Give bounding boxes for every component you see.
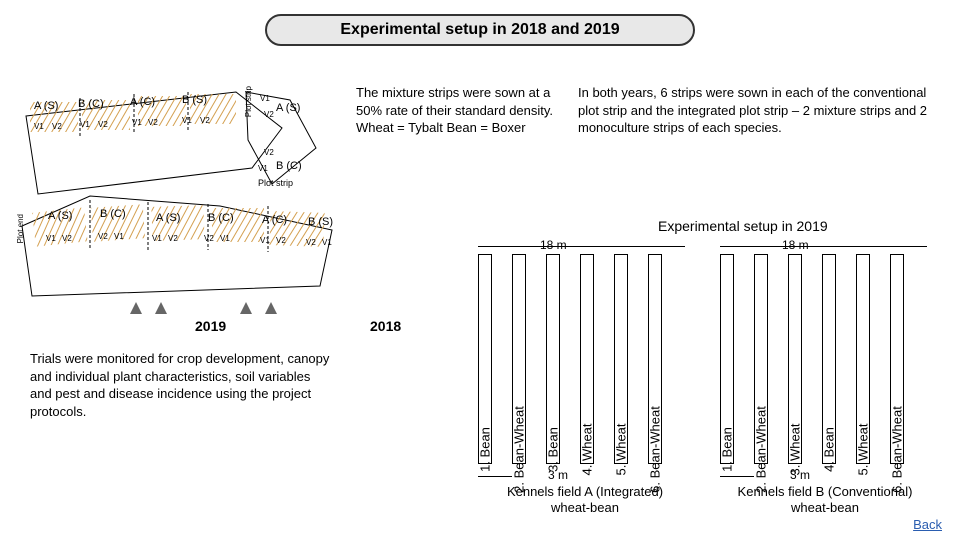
bv-31: V1: [152, 234, 162, 243]
plot-strip-lbl: Plot strip: [258, 178, 293, 188]
strip-a-5: 5. Wheat: [614, 254, 628, 464]
strip-b-1: 1. Bean: [720, 254, 734, 464]
bv-42: V1: [220, 234, 230, 243]
map-label-bc2: B (C): [276, 160, 302, 172]
field-b-label: Kennels field B (Conventional) wheat-bea…: [710, 484, 940, 517]
bv-52: V2: [276, 236, 286, 245]
width-label-a: 18 m: [540, 238, 567, 252]
v1-a: V1: [34, 122, 44, 131]
strip-b-1-label: 1. Bean: [720, 427, 735, 472]
strip-a-4-label: 4. Wheat: [580, 423, 595, 475]
desc-mixture: The mixture strips were sown at a 50% ra…: [356, 84, 566, 137]
strip-b-5-label: 5. Wheat: [856, 423, 871, 475]
three-m-line-b: [720, 476, 754, 477]
strip-b-6-label: 6. Bean-Wheat: [890, 406, 905, 493]
v1-f: V1: [258, 164, 268, 173]
strip-a-6: 6. Bean-Wheat: [648, 254, 662, 464]
bv-32: V2: [168, 234, 178, 243]
bv-22: V1: [114, 232, 124, 241]
map-label-bs: B (S): [182, 94, 207, 106]
desc-both-years: In both years, 6 strips were sown in eac…: [578, 84, 948, 137]
map-label-as2: A (S): [276, 102, 300, 114]
map2-bc: B (C): [100, 208, 126, 220]
plot-end-vert: Plot end: [16, 214, 25, 243]
year-2018: 2018: [370, 318, 401, 334]
three-m-line-a: [478, 476, 512, 477]
arrow-icon: [265, 302, 277, 314]
bv-61: V2: [306, 238, 316, 247]
arrow-icon: [155, 302, 167, 314]
map-label-ac: A (C): [130, 96, 155, 108]
v1-d: V1: [182, 116, 192, 125]
bv-51: V1: [260, 236, 270, 245]
title-box: Experimental setup in 2018 and 2019: [265, 14, 695, 46]
arrow-icon: [240, 302, 252, 314]
width-line-a: [478, 246, 685, 247]
strip-b-3: 3. Wheat: [788, 254, 802, 464]
map2-bc2: B (C): [208, 212, 234, 224]
v2-b: V2: [98, 120, 108, 129]
title-text: Experimental setup in 2018 and 2019: [340, 21, 619, 39]
setup-2019-title: Experimental setup in 2019: [658, 218, 828, 234]
three-m-b: 3 m: [790, 468, 810, 482]
field-a-line1: Kennels field A (Integrated): [507, 484, 663, 499]
v1-c: V1: [132, 118, 142, 127]
strip-b-6: 6. Bean-Wheat: [890, 254, 904, 464]
strip-a-6-label: 6. Bean-Wheat: [648, 406, 663, 493]
field-a-label: Kennels field A (Integrated) wheat-bean: [470, 484, 700, 517]
trials-text: Trials were monitored for crop developme…: [30, 350, 330, 420]
bv-11: V1: [46, 234, 56, 243]
strip-a-1-label: 1. Bean: [478, 427, 493, 472]
strip-block-b: 1. Bean 2. Bean-Wheat 3. Wheat 4. Bean 5…: [720, 254, 924, 464]
strip-a-5-label: 5. Wheat: [614, 423, 629, 475]
v1-b: V1: [80, 120, 90, 129]
field-b-line1: Kennels field B (Conventional): [738, 484, 913, 499]
field-a-line2: wheat-bean: [551, 500, 619, 515]
v2-a: V2: [52, 122, 62, 131]
back-link[interactable]: Back: [913, 517, 942, 532]
strip-a-2: 2. Bean-Wheat: [512, 254, 526, 464]
map2-as: A (S): [48, 210, 72, 222]
three-m-a: 3 m: [548, 468, 568, 482]
strip-a-3: 3. Bean: [546, 254, 560, 464]
v1-e: V1: [260, 94, 270, 103]
field-b-line2: wheat-bean: [791, 500, 859, 515]
strip-b-2-label: 2. Bean-Wheat: [754, 406, 769, 493]
v2-c: V2: [148, 118, 158, 127]
map-label-as: A (S): [34, 100, 58, 112]
arrow-icon: [130, 302, 142, 314]
map2-ac: A (C): [262, 214, 287, 226]
map2-bs: B (S): [308, 216, 333, 228]
year-2019: 2019: [195, 318, 226, 334]
v2-f: V2: [264, 148, 274, 157]
v2-e: V2: [264, 110, 274, 119]
bv-21: V2: [98, 232, 108, 241]
plot-strip-vert: Plot strip: [244, 86, 253, 117]
bv-62: V1: [322, 238, 332, 247]
strip-b-2: 2. Bean-Wheat: [754, 254, 768, 464]
bv-41: V2: [204, 234, 214, 243]
strip-b-4: 4. Bean: [822, 254, 836, 464]
v2-d: V2: [200, 116, 210, 125]
width-label-b: 18 m: [782, 238, 809, 252]
strip-a-1: 1. Bean: [478, 254, 492, 464]
strip-b-4-label: 4. Bean: [822, 427, 837, 472]
map2-as2: A (S): [156, 212, 180, 224]
strip-a-3-label: 3. Bean: [546, 427, 561, 472]
strip-a-4: 4. Wheat: [580, 254, 594, 464]
width-line-b: [720, 246, 927, 247]
strip-b-5: 5. Wheat: [856, 254, 870, 464]
strip-block-a: 1. Bean 2. Bean-Wheat 3. Bean 4. Wheat 5…: [478, 254, 682, 464]
map-label-bc: B (C): [78, 98, 104, 110]
bv-12: V2: [62, 234, 72, 243]
strip-a-2-label: 2. Bean-Wheat: [512, 406, 527, 493]
